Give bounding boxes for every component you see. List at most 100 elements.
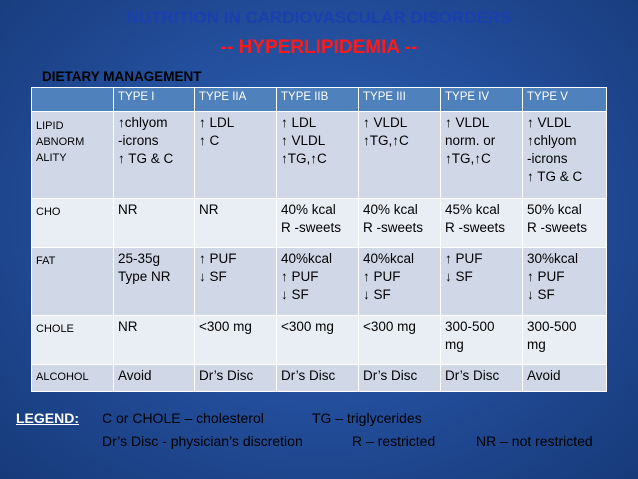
text-line: ↓ SF [527,287,555,302]
table-cell: Dr’s Disc [276,364,359,392]
text-line: ↑ VLDL [363,115,408,130]
text-line: Avoid [527,368,561,383]
table-header-row: TYPE I TYPE IIA TYPE IIB TYPE III TYPE I… [31,87,607,112]
text-line: Dr’s Disc [363,368,418,383]
text-line: Type NR [118,269,171,284]
table-cell: 300-500 mg [440,315,523,365]
text-line: Dr’s Disc [281,368,336,383]
table-cell: Avoid [522,364,607,392]
text-line: 45% kcal [445,202,500,217]
text-line: R -sweets [527,220,588,235]
header-cell: TYPE IV [440,87,523,112]
table-cell: 40%kcal ↑ PUF ↓ SF [358,247,441,316]
legend-item: NR – not restricted [476,433,593,449]
text-line: Dr’s Disc [199,368,254,383]
section-heading: DIETARY MANAGEMENT [42,69,202,84]
table-cell: 40% kcal R -sweets [358,198,441,248]
text-line: ↓ SF [445,269,473,284]
text-line: <300 mg [281,319,334,334]
table-cell: Dr’s Disc [440,364,523,392]
legend-item: TG – triglycerides [312,410,422,426]
slide-title: NUTRITION IN CARDIOVASCULAR DISORDERS [126,8,512,27]
table-row: CHOLE NR <300 mg <300 mg <300 mg 300-500… [31,315,607,365]
table-cell: Dr’s Disc [358,364,441,392]
text-line: ↑ LDL [281,115,317,130]
text-line: CHOLE [36,323,74,335]
header-cell: TYPE III [358,87,441,112]
text-line: ↑chlyom [527,133,577,148]
table-cell: 40% kcal R -sweets [276,198,359,248]
table-cell: NR [194,198,277,248]
table-cell: Avoid [113,364,195,392]
text-line: ↑ C [199,133,220,148]
text-line: ↑ VLDL [281,133,326,148]
table-cell: Dr’s Disc [194,364,277,392]
table-cell: 50% kcal R -sweets [522,198,607,248]
text-line: NR [118,202,138,217]
text-line: ALCOHOL [36,371,89,383]
table-row: FAT 25-35g Type NR ↑ PUF ↓ SF 40%kcal ↑ … [31,247,607,316]
text-line: 40%kcal [363,251,415,266]
text-line: ↑ LDL [199,115,235,130]
table-cell: 25-35g Type NR [113,247,195,316]
text-line: ↑chlyom [118,115,168,130]
row-label: CHO [31,198,114,248]
table-cell: ↑ VLDL ↑chlyom -icrons ↑ TG & C [522,111,607,199]
text-line: <300 mg [363,319,416,334]
table-cell: ↑ VLDL norm. or ↑TG,↑C [440,111,523,199]
text-line: ↑TG,↑C [281,151,327,166]
table-cell: ↑chlyom -icrons ↑ TG & C [113,111,195,199]
table-row: CHO NR NR 40% kcal R -sweets 40% kcal R … [31,198,607,248]
text-line: Avoid [118,368,152,383]
table-cell: 45% kcal R -sweets [440,198,523,248]
text-line: R -sweets [445,220,506,235]
text-line: Dr’s Disc [445,368,500,383]
table-cell: <300 mg [358,315,441,365]
header-cell: TYPE IIA [194,87,277,112]
table-cell: <300 mg [194,315,277,365]
table-cell: 300-500 mg [522,315,607,365]
text-line: -icrons [118,133,159,148]
text-line: ↑ TG & C [527,169,583,184]
text-line: R -sweets [363,220,424,235]
text-line: LIPID [36,120,64,132]
row-label: ALCOHOL [31,364,114,392]
table-row: LIPID ABNORM ALITY ↑chlyom -icrons ↑ TG … [31,111,607,199]
text-line: 50% kcal [527,202,582,217]
text-line: ↑ PUF [363,269,401,284]
text-line: 300-500 [445,319,495,334]
slide-subtitle: -- HYPERLIPIDEMIA -- [220,37,418,58]
table-cell: <300 mg [276,315,359,365]
text-line: ↑TG,↑C [445,151,491,166]
text-line: ↑ PUF [445,251,483,266]
header-cell [31,87,114,112]
text-line: 300-500 [527,319,577,334]
text-line: <300 mg [199,319,252,334]
text-line: 30%kcal [527,251,579,266]
table-cell: ↑ LDL ↑ C [194,111,277,199]
header-cell: TYPE I [113,87,195,112]
text-line: mg [527,337,546,352]
table-row: ALCOHOL Avoid Dr’s Disc Dr’s Disc Dr’s D… [31,364,607,392]
row-label: CHOLE [31,315,114,365]
text-line: ABNORM [36,136,85,148]
header-cell: TYPE V [522,87,607,112]
legend-item: Dr’s Disc - physician’s discretion [102,433,303,449]
text-line: ↑ VLDL [445,115,490,130]
text-line: 40%kcal [281,251,333,266]
dietary-management-table: TYPE I TYPE IIA TYPE IIB TYPE III TYPE I… [31,87,607,392]
text-line: ↑ PUF [281,269,319,284]
text-line: 40% kcal [363,202,418,217]
text-line: ↑ TG & C [118,151,174,166]
text-line: 40% kcal [281,202,336,217]
legend-item: R – restricted [352,433,436,449]
legend-item: C or CHOLE – cholesterol [102,410,264,426]
text-line: norm. or [445,133,496,148]
text-line: NR [199,202,219,217]
text-line: ↓ SF [281,287,309,302]
table-cell: 40%kcal ↑ PUF ↓ SF [276,247,359,316]
text-line: ↑TG,↑C [363,133,409,148]
text-line: ↑ VLDL [527,115,572,130]
text-line: ↑ PUF [199,251,237,266]
text-line: mg [445,337,464,352]
